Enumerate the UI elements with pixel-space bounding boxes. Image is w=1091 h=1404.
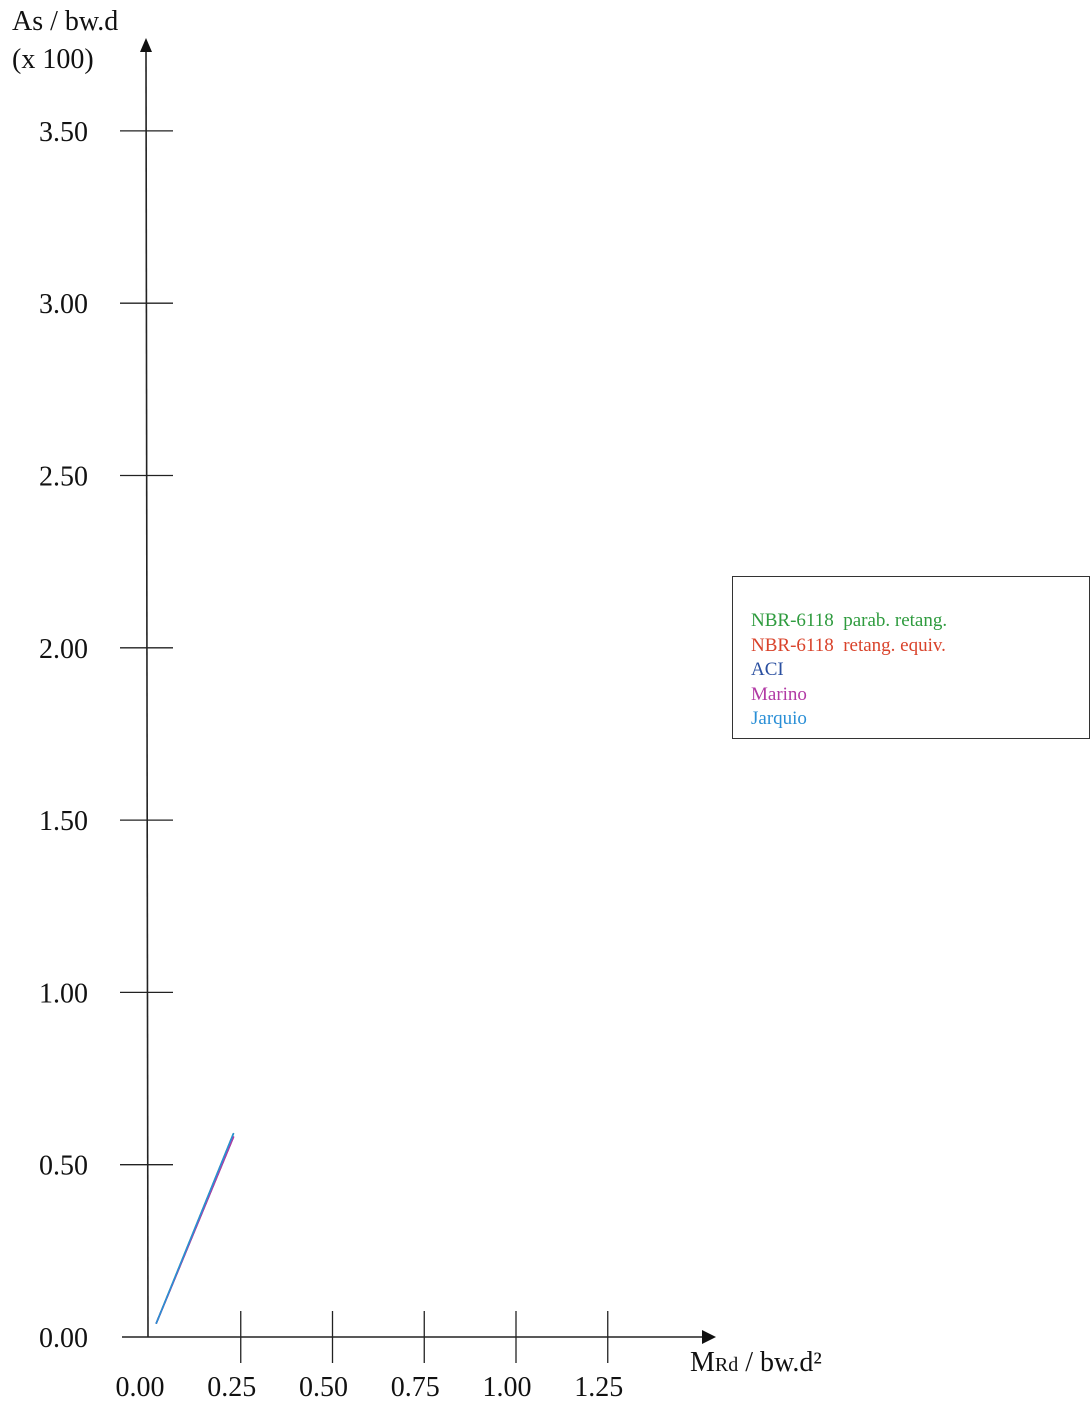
tick-group: 0.00 0.50 1.00 1.50 2.00 2.50 3.00 3.50 0.00 0.25… — [39, 117, 623, 1403]
x-tick-label: 0.25 — [207, 1372, 256, 1403]
x-tick-label: 1.25 — [574, 1372, 623, 1403]
y-tick-label: 2.00 — [39, 634, 88, 665]
y-tick-label: 3.00 — [39, 289, 88, 320]
legend-item-5: Jarquio — [751, 708, 807, 729]
legend: NBR-6118 parab. retang. NBR-6118 retang. … — [732, 576, 1090, 739]
legend-item-1: NBR-6118 parab. retang. — [751, 610, 948, 631]
x-tick-label: 0.00 — [116, 1372, 165, 1403]
x-axis-title-rest: / bw.d² — [738, 1347, 822, 1378]
x-axis-title-main: M — [690, 1347, 715, 1378]
y-axis-line — [145, 47, 149, 1338]
x-tick-label: 0.50 — [299, 1372, 348, 1403]
x-axis-title: MRd / bw.d² — [690, 1347, 822, 1378]
legend-item-3: ACI — [751, 659, 784, 680]
y-tick-label: 1.50 — [39, 806, 88, 837]
y-tick-label: 1.00 — [39, 978, 88, 1009]
y-tick-label: 3.50 — [39, 117, 88, 148]
y-axis-title-line2: (x 100) — [12, 44, 94, 75]
x-tick-label: 0.75 — [391, 1372, 440, 1403]
legend-item-4: Marino — [751, 683, 807, 705]
x-axis-arrowhead — [702, 1330, 716, 1344]
x-tick-label: 1.00 — [483, 1372, 532, 1403]
series-line-5 — [155, 1132, 235, 1324]
y-tick-label: 0.00 — [39, 1323, 88, 1354]
y-tick-label: 2.50 — [39, 462, 88, 493]
legend-list: NBR-6118 parab. retang. NBR-6118 retang. … — [751, 609, 947, 732]
y-tick-label: 0.50 — [39, 1151, 88, 1182]
legend-item-2: NBR-6118 retang. equiv. — [751, 634, 946, 656]
x-axis-title-sub: Rd — [715, 1354, 738, 1376]
y-axis-arrowhead — [140, 38, 152, 52]
series-group — [155, 1132, 235, 1324]
y-axis-title-line1: As / bw.d — [12, 6, 118, 37]
